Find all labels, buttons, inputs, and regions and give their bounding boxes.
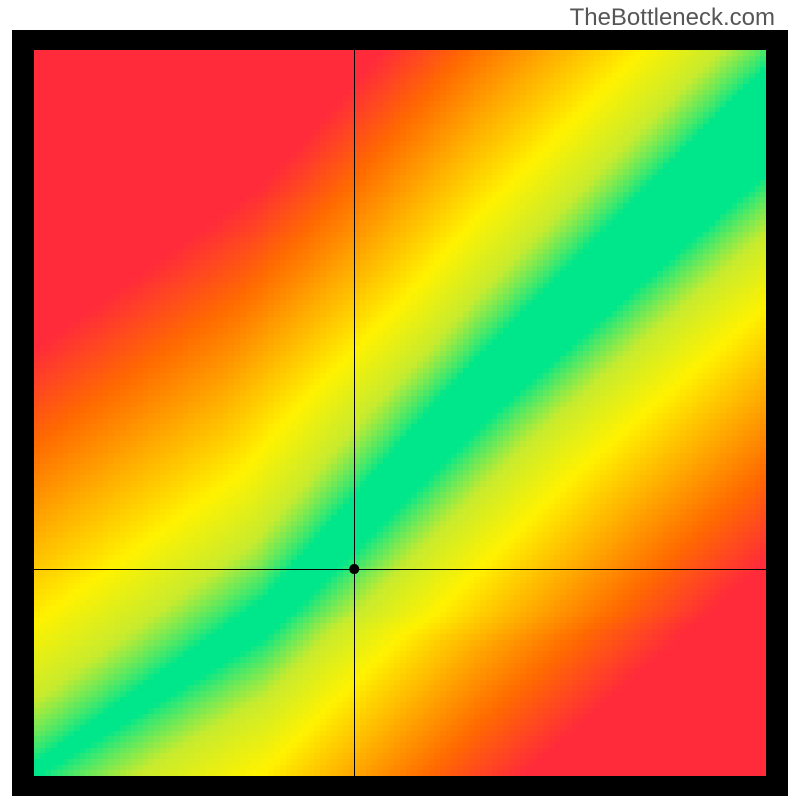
chart-container: TheBottleneck.com bbox=[0, 0, 800, 800]
watermark-text: TheBottleneck.com bbox=[570, 4, 775, 32]
bottleneck-heatmap bbox=[0, 0, 800, 800]
